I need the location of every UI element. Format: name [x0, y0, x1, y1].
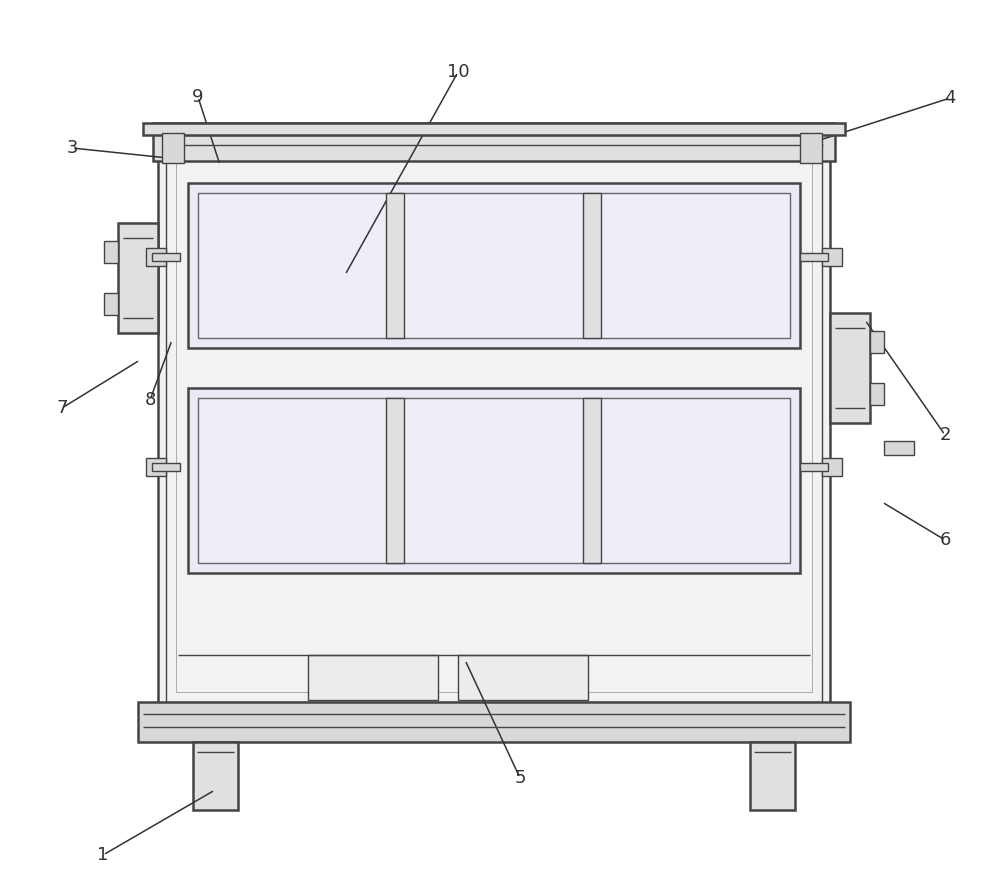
- Bar: [870, 383, 884, 405]
- Bar: [162, 133, 184, 163]
- Bar: [386, 193, 404, 338]
- Bar: [138, 702, 850, 742]
- Bar: [143, 123, 845, 135]
- Text: 5: 5: [514, 769, 526, 787]
- Bar: [118, 223, 158, 333]
- Bar: [153, 123, 835, 161]
- Bar: [458, 655, 588, 700]
- Bar: [830, 313, 870, 423]
- Bar: [166, 136, 822, 702]
- Bar: [386, 398, 404, 563]
- Text: 3: 3: [66, 139, 78, 157]
- Text: 7: 7: [56, 399, 68, 417]
- Bar: [152, 253, 180, 261]
- Bar: [870, 331, 884, 353]
- Bar: [104, 241, 118, 263]
- Bar: [822, 248, 842, 266]
- Bar: [193, 742, 238, 810]
- Bar: [750, 742, 795, 810]
- Bar: [198, 398, 790, 563]
- Text: 10: 10: [447, 63, 469, 81]
- Text: 6: 6: [939, 531, 951, 549]
- Text: 2: 2: [939, 426, 951, 444]
- Bar: [198, 193, 790, 338]
- Bar: [308, 655, 438, 700]
- Bar: [104, 293, 118, 315]
- Bar: [188, 388, 800, 573]
- Bar: [583, 193, 601, 338]
- Text: 9: 9: [192, 88, 204, 106]
- Bar: [800, 133, 822, 163]
- Bar: [800, 463, 828, 471]
- Text: 8: 8: [144, 391, 156, 409]
- Text: 1: 1: [97, 846, 109, 864]
- Bar: [158, 128, 830, 710]
- Bar: [146, 458, 166, 476]
- Bar: [188, 183, 800, 348]
- Bar: [822, 458, 842, 476]
- Bar: [884, 441, 914, 455]
- Bar: [146, 248, 166, 266]
- Bar: [800, 253, 828, 261]
- Bar: [583, 398, 601, 563]
- Bar: [152, 463, 180, 471]
- Bar: [176, 146, 812, 692]
- Text: 4: 4: [944, 89, 956, 107]
